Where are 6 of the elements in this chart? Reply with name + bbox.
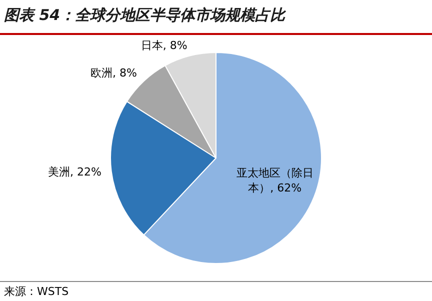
slice-label: 美洲, 22% xyxy=(48,165,102,178)
slice-label: 日本, 8% xyxy=(140,38,188,52)
chart-title: 图表 54：全球分地区半导体市场规模占比 xyxy=(4,6,286,25)
slice-label: 欧洲, 8% xyxy=(90,66,137,80)
slice-label: 亚太地区（除日本）, 62% xyxy=(236,166,314,195)
source-note: 来源：WSTS xyxy=(4,284,69,299)
